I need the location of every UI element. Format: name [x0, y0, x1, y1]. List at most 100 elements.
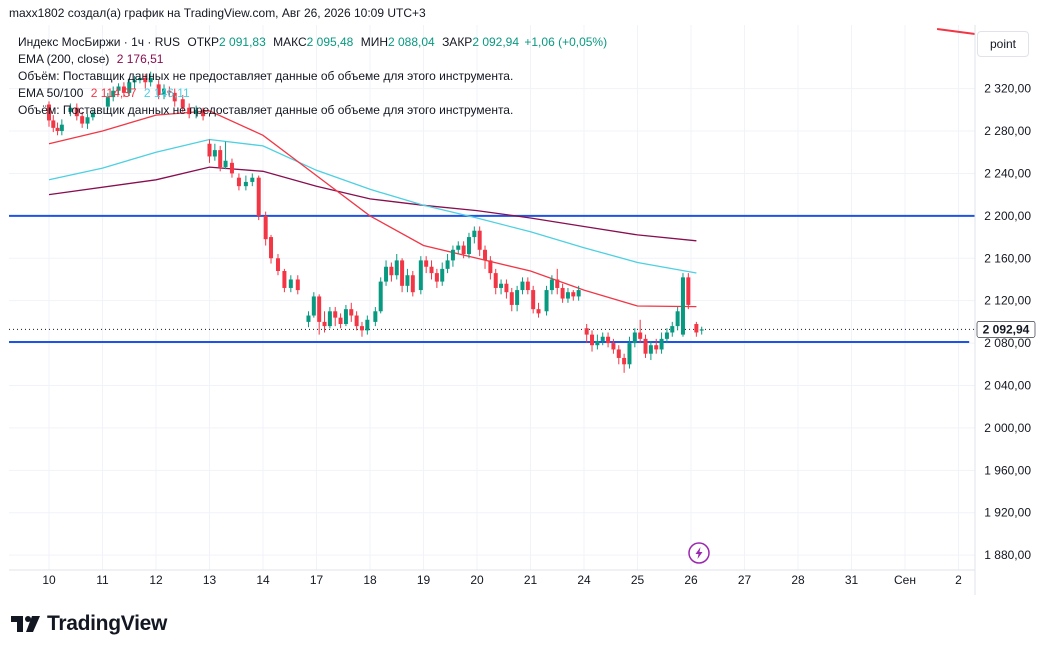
candle-body: [333, 311, 338, 318]
candle-body: [418, 260, 423, 291]
open-value: 2 091,83: [219, 35, 266, 49]
candle-body: [670, 326, 675, 333]
grid: [9, 25, 975, 570]
candle-body: [544, 290, 549, 312]
candle-body: [525, 281, 530, 291]
candle-body: [477, 230, 482, 250]
candle-body: [143, 78, 148, 83]
y-tick-label: 2 320,00: [984, 82, 1031, 96]
candle-body: [654, 345, 659, 350]
candle-body: [59, 124, 64, 132]
candle-body: [223, 160, 228, 168]
candle-body: [531, 290, 536, 310]
candle-body: [595, 340, 600, 346]
y-tick-label: 2 040,00: [984, 379, 1031, 393]
close-label: ЗАКР: [442, 35, 473, 49]
ema50-value: 2 114,37: [90, 86, 137, 100]
candle-body: [132, 80, 137, 83]
candle-body: [520, 281, 525, 291]
candle-body: [616, 349, 621, 358]
x-tick-label: 12: [149, 573, 163, 587]
candle-body: [207, 143, 212, 157]
x-tick-label: 14: [256, 573, 270, 587]
candle-body: [218, 150, 223, 168]
candle-body: [466, 237, 471, 255]
symbol-name[interactable]: Индекс МосБиржи · 1ч · RUS: [18, 35, 181, 49]
x-tick-label: 31: [845, 573, 859, 587]
candle-body: [699, 329, 704, 331]
candle-body: [536, 309, 541, 314]
ema50-100-label: EMA 50/100: [18, 86, 84, 100]
chart-area[interactable]: 2 320,00 2 280,00 2 240,00 2 200,00 2 160,00…: [9, 25, 1039, 595]
candle-body: [450, 249, 455, 261]
low-value: 2 088,04: [388, 35, 435, 49]
candle-body: [311, 296, 316, 316]
candle-body: [424, 260, 429, 267]
volume-note-1: Объём: Поставщик данных не предоставляет…: [18, 69, 514, 83]
ema200-row[interactable]: EMA (200, close) 2 176,51: [18, 51, 607, 68]
x-tick-label: Сен: [894, 573, 916, 587]
candle-body: [121, 86, 126, 93]
x-tick-label: 2: [955, 573, 962, 587]
candle-body: [212, 150, 217, 157]
ema100-line: [48, 138, 697, 274]
candle-body: [410, 275, 415, 293]
volume-note-2: Объём: Поставщик данных не предоставляет…: [18, 103, 514, 117]
candle-body: [275, 258, 280, 271]
candle-body: [288, 279, 293, 288]
x-axis[interactable]: 10 11 12 13 14 17 18 19 20 21 24 25 26 27 28 31 Сен 2: [42, 573, 962, 587]
x-tick-label: 26: [684, 573, 698, 587]
candle-body: [405, 275, 410, 286]
ema200-line: [48, 166, 697, 242]
candle-body: [68, 107, 73, 112]
ema50-100-row[interactable]: EMA 50/100 2 114,37 2 146,11: [18, 85, 607, 102]
candle-body: [378, 281, 383, 312]
high-label: МАКС: [273, 35, 307, 49]
ohlc-row: Индекс МосБиржи · 1ч · RUS ОТКР2 091,83 …: [18, 34, 607, 51]
low-label: МИН: [360, 35, 388, 49]
candle-body: [680, 277, 685, 335]
x-tick-label: 13: [203, 573, 217, 587]
tradingview-wordmark: TradingView: [47, 612, 168, 635]
candle-body: [162, 88, 167, 95]
candle-body: [236, 177, 241, 187]
candle-body: [509, 292, 514, 305]
flash-icon[interactable]: [688, 542, 710, 564]
candle-body: [632, 332, 637, 344]
candle-body: [686, 277, 691, 305]
tradingview-logo[interactable]: TradingView: [11, 612, 167, 636]
horizontal-lines[interactable]: [9, 28, 976, 344]
y-tick-label: 1 920,00: [984, 506, 1031, 520]
x-tick-label: 24: [577, 573, 591, 587]
candle-body: [306, 315, 311, 322]
y-tick-label: 2 120,00: [984, 294, 1031, 308]
x-tick-label: 18: [363, 573, 377, 587]
candle-body: [105, 97, 110, 107]
candle-body: [243, 181, 248, 187]
point-button[interactable]: point: [977, 31, 1029, 57]
candle-body: [85, 117, 90, 124]
candle-body: [394, 260, 399, 276]
x-tick-label: 25: [631, 573, 645, 587]
x-tick-label: 21: [524, 573, 538, 587]
last-price-tag: 2 092,94: [976, 321, 1036, 338]
y-axis[interactable]: 2 320,00 2 280,00 2 240,00 2 200,00 2 160,00…: [984, 82, 1031, 563]
candle-body: [51, 120, 56, 128]
candle-body: [389, 266, 394, 276]
candle-body: [201, 109, 206, 117]
candle-body: [461, 245, 466, 255]
x-tick-label: 17: [310, 573, 324, 587]
candle-body: [400, 260, 405, 286]
ema200-label: EMA (200, close): [18, 52, 110, 66]
candle-body: [90, 113, 95, 118]
candle-body: [611, 343, 616, 350]
price-chart[interactable]: 2 320,00 2 280,00 2 240,00 2 200,00 2 160,00…: [9, 25, 1039, 595]
x-tick-label: 11: [96, 573, 109, 587]
candle-body: [349, 309, 354, 316]
y-tick-label: 2 160,00: [984, 251, 1031, 265]
change-value: +1,06 (+0,05%): [524, 35, 608, 49]
candle-body: [156, 84, 161, 95]
candle-body: [456, 245, 461, 250]
candle-body: [504, 283, 509, 293]
candle-body: [493, 273, 498, 288]
